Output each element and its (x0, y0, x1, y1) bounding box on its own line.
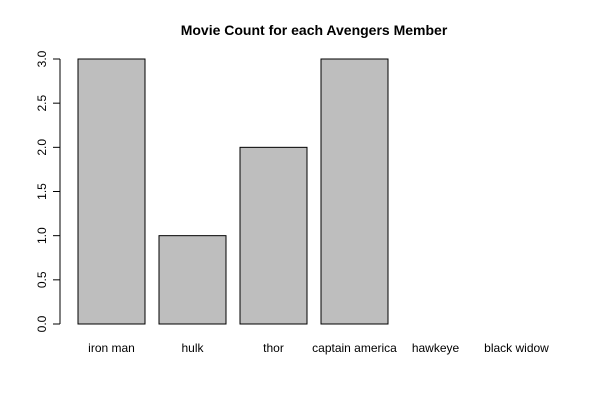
y-tick-label: 0.0 (35, 315, 49, 332)
y-tick-label: 3.0 (35, 50, 49, 67)
y-tick-label: 2.0 (35, 139, 49, 156)
x-tick-label: captain america (312, 341, 397, 355)
x-labels-group: iron man hulk thor captain america hawkeye bl… (88, 341, 549, 355)
x-tick-label: black widow (484, 341, 549, 355)
bar (77, 58, 146, 325)
bar (158, 235, 227, 325)
x-tick-label: hawkeye (412, 341, 460, 355)
bar (239, 146, 308, 325)
bar (320, 58, 389, 325)
chart-title: Movie Count for each Avengers Member (181, 22, 448, 38)
x-tick-label: hulk (181, 341, 204, 355)
x-tick-label: iron man (88, 341, 135, 355)
y-tick-label: 1.0 (35, 227, 49, 244)
y-tick-label: 2.5 (35, 95, 49, 112)
x-tick-label: thor (263, 341, 284, 355)
bars-group (77, 58, 389, 325)
y-tick-label: 0.5 (35, 271, 49, 288)
y-axis: 0.0 0.5 1.0 1.5 2.0 2.5 3.0 (35, 50, 61, 332)
y-tick-label: 1.5 (35, 183, 49, 200)
